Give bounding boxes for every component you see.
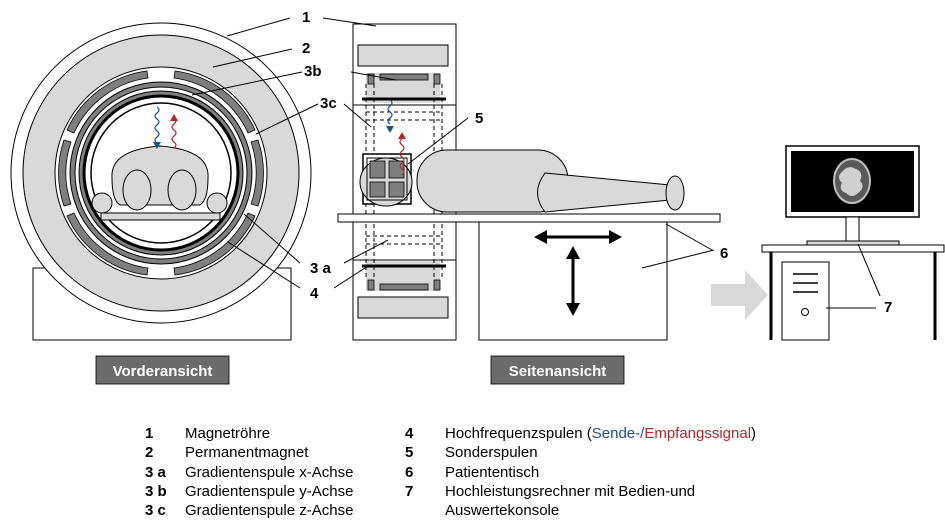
callout-3b: 3b xyxy=(304,63,322,80)
brain-scan-detail xyxy=(839,167,863,196)
front-view-label: Vorderansicht xyxy=(113,363,213,380)
table-movement-arrows xyxy=(534,230,622,316)
legend-text: Magnetröhre xyxy=(185,425,271,442)
callout-1: 1 xyxy=(302,9,310,26)
legend-text: Hochleistungsrechner mit Bedien-und xyxy=(445,483,696,500)
legend-text: Gradientenspule x-Achse xyxy=(185,464,354,481)
gradient-coil-z-segments xyxy=(58,70,264,276)
receive-signal-arrowhead xyxy=(170,114,178,121)
legend-text: Sonderspulen xyxy=(445,444,538,461)
patient-front xyxy=(91,145,228,214)
legend-num: 7 xyxy=(405,483,414,500)
leader-lines xyxy=(191,17,881,309)
legend-num: 6 xyxy=(405,464,414,481)
special-coil-inner xyxy=(366,157,408,201)
magnet-side-top-block xyxy=(357,44,449,67)
legend-text: Gradientenspule z-Achse xyxy=(185,502,354,519)
callout-4: 4 xyxy=(310,285,319,302)
front-view-label-box xyxy=(95,355,230,385)
callout-2: 2 xyxy=(302,40,310,57)
legend-slash: / xyxy=(640,425,645,442)
legend-num: 3 b xyxy=(145,483,167,500)
callout-3c: 3c xyxy=(320,95,337,112)
legend-num: 2 xyxy=(145,444,154,461)
computer xyxy=(761,145,945,341)
pc-tower xyxy=(781,261,830,341)
receive-signal-label: Empfangssignal xyxy=(644,425,752,442)
side-view-label: Seitenansicht xyxy=(509,363,607,380)
callout-7: 7 xyxy=(884,299,892,316)
patient-side-body xyxy=(416,149,685,213)
legend-text: Auswertekonsole xyxy=(445,502,560,519)
receive-signal-side-wave xyxy=(399,138,405,176)
legend-num: 4 xyxy=(405,425,414,442)
legend-text: Permanentmagnet xyxy=(185,444,309,461)
legend-num: 3 a xyxy=(145,464,166,481)
send-signal-arrowhead xyxy=(153,142,161,149)
callout-5: 5 xyxy=(475,110,483,127)
legend-num: 3 c xyxy=(145,502,166,519)
receive-signal-side-arrowhead xyxy=(398,132,406,139)
pc-power-button xyxy=(801,308,809,316)
side-view-label-box xyxy=(490,355,625,385)
desk-top xyxy=(761,244,945,253)
send-signal-label: Sende- xyxy=(591,425,641,442)
patient-table-front xyxy=(100,212,221,221)
data-flow-arrow xyxy=(711,270,768,320)
gradient-coil-side-bars xyxy=(367,73,441,291)
callout-3a: 3 a xyxy=(310,260,332,277)
receive-signal-wave xyxy=(171,117,177,149)
legend-text: Patiententisch xyxy=(445,464,540,481)
side-view xyxy=(337,23,721,341)
legend-text: Hochfrequenzspulen (Sende-/Empfangssigna… xyxy=(445,424,756,444)
legend-text: Gradientenspule y-Achse xyxy=(185,483,354,500)
send-signal-wave xyxy=(154,106,160,144)
send-signal-side-wave xyxy=(387,99,393,125)
send-signal-side-arrowhead xyxy=(386,126,394,133)
magnet-side-bottom-block xyxy=(357,296,449,319)
front-view xyxy=(10,22,312,341)
legend-text-part: Hochfrequenzspulen ( xyxy=(445,425,592,442)
legend-num: 5 xyxy=(405,444,414,461)
legend-num: 1 xyxy=(145,425,154,442)
legend-text-part: ) xyxy=(751,425,757,442)
callout-6: 6 xyxy=(720,245,728,262)
